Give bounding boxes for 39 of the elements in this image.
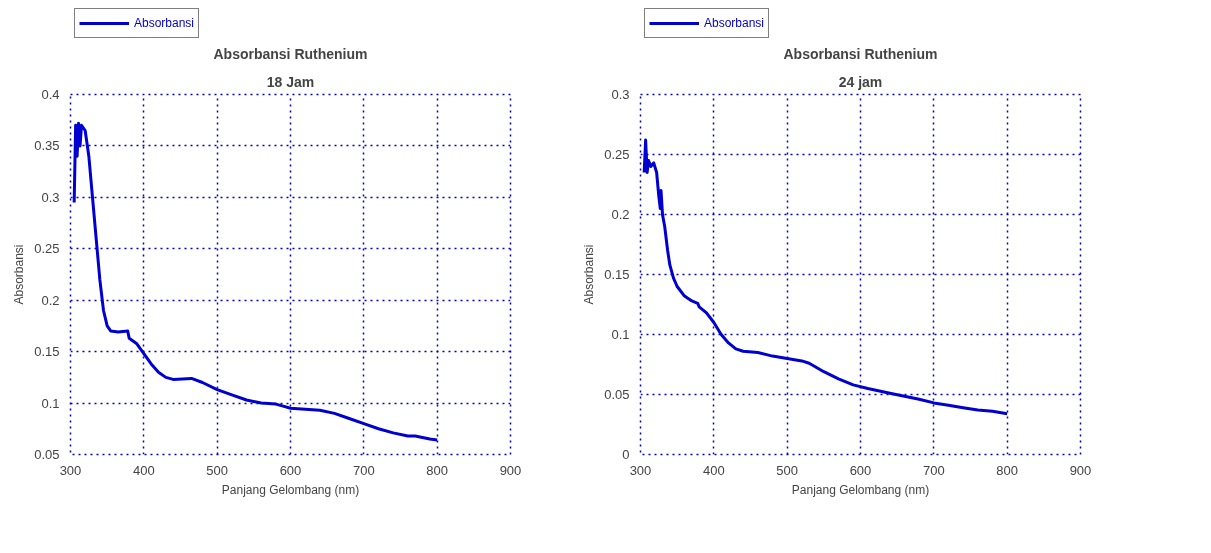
- y-tick-label: 0.25: [34, 241, 60, 257]
- y-axis-title: Absorbansi: [582, 244, 597, 305]
- y-tick-label: 0.3: [41, 189, 60, 205]
- y-tick-label: 0.2: [41, 292, 60, 308]
- y-tick-label: 0.05: [604, 387, 630, 402]
- y-axis-title: Absorbansi: [12, 244, 27, 305]
- x-tick-label: 800: [426, 462, 449, 478]
- y-tick-label: 0.15: [604, 267, 630, 282]
- y-tick-label: 0.35: [34, 138, 60, 154]
- y-tick-label: 0.1: [41, 395, 60, 411]
- x-tick-label: 300: [629, 462, 652, 478]
- y-tick-label: 0.2: [611, 207, 630, 222]
- chart-title: Absorbansi Ruthenium: [213, 45, 368, 62]
- x-tick-label: 900: [1069, 462, 1092, 478]
- y-tick-label: 0: [622, 447, 630, 462]
- chart-subtitle: 18 Jam: [266, 73, 315, 90]
- legend-label: Absorbansi: [704, 16, 765, 30]
- y-tick-label: 0.05: [34, 447, 60, 462]
- x-tick-label: 600: [849, 462, 872, 478]
- x-tick-label: 600: [279, 462, 302, 478]
- x-axis-title: Panjang Gelombang (nm): [221, 482, 360, 497]
- x-tick-label: 900: [499, 462, 522, 478]
- x-tick-label: 800: [996, 462, 1019, 478]
- y-tick-label: 0.25: [604, 147, 630, 162]
- x-tick-label: 700: [352, 462, 375, 478]
- legend-label: Absorbansi: [134, 16, 195, 30]
- chart-subtitle: 24 jam: [838, 73, 883, 90]
- x-tick-label: 500: [776, 462, 799, 478]
- x-tick-label: 700: [922, 462, 945, 478]
- x-tick-label: 500: [206, 462, 229, 478]
- y-tick-label: 0.4: [41, 87, 60, 102]
- y-tick-label: 0.1: [611, 327, 630, 342]
- chart-title: Absorbansi Ruthenium: [783, 45, 938, 62]
- x-axis-title: Panjang Gelombang (nm): [791, 482, 930, 497]
- x-tick-label: 300: [59, 462, 82, 478]
- x-tick-label: 400: [132, 462, 155, 478]
- y-tick-label: 0.3: [611, 87, 630, 102]
- y-tick-label: 0.15: [34, 344, 60, 360]
- x-tick-label: 400: [702, 462, 725, 478]
